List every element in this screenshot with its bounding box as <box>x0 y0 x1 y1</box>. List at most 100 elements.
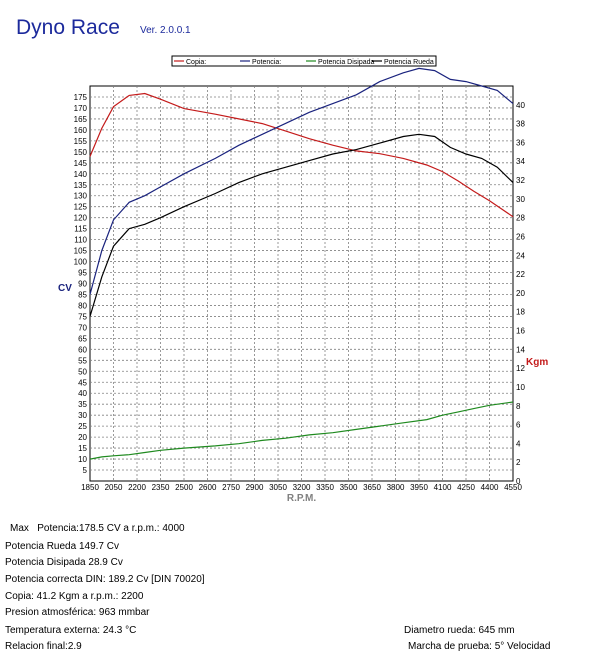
y-left-tick-label: 25 <box>78 422 87 431</box>
x-tick-label: 2350 <box>152 483 170 492</box>
series-line-2 <box>89 401 514 460</box>
potencia-disipada-text: Potencia Disipada 28.9 Cv <box>5 557 123 568</box>
max-label: Max <box>10 523 29 534</box>
x-tick-label: 4550 <box>504 483 522 492</box>
y-left-tick-label: 110 <box>74 236 87 245</box>
copia-text: Copia: 41.2 Kgm a r.p.m.: 2200 <box>5 591 144 602</box>
potencia-rueda-text: Potencia Rueda 149.7 Cv <box>5 541 119 552</box>
y-right-tick-label: 4 <box>516 439 521 448</box>
y-right-tick-label: 20 <box>516 289 525 298</box>
y-left-tick-label: 40 <box>78 389 87 398</box>
y-left-tick-label: 170 <box>74 104 88 113</box>
y-left-tick-label: 85 <box>78 290 87 299</box>
y-left-tick-label: 75 <box>78 312 87 321</box>
y-left-tick-label: 5 <box>83 466 88 475</box>
y-left-tick-label: 65 <box>78 334 87 343</box>
y-left-tick-label: 60 <box>78 345 87 354</box>
x-tick-label: 2200 <box>128 483 146 492</box>
x-tick-label: 3950 <box>410 483 428 492</box>
y-left-tick-label: 45 <box>78 378 87 387</box>
presion-text: Presion atmosférica: 963 mmbar <box>5 607 150 618</box>
y-left-axis-label: CV <box>58 283 72 294</box>
y-left-tick-label: 145 <box>74 159 88 168</box>
y-right-tick-label: 34 <box>516 157 525 166</box>
x-tick-label: 3350 <box>316 483 334 492</box>
y-left-tick-label: 100 <box>74 258 88 267</box>
y-left-tick-label: 175 <box>74 93 88 102</box>
app-title: Dyno Race <box>16 16 120 39</box>
y-right-tick-label: 38 <box>516 120 525 129</box>
y-left-tick-label: 10 <box>78 455 87 464</box>
y-right-tick-label: 16 <box>516 327 525 336</box>
y-left-tick-label: 95 <box>78 269 87 278</box>
y-right-tick-label: 36 <box>516 138 525 147</box>
x-tick-label: 3050 <box>269 483 287 492</box>
legend-label: Potencia Disipada <box>318 59 375 66</box>
potencia-din-text: Potencia correcta DIN: 189.2 Cv [DIN 700… <box>5 574 205 585</box>
x-tick-label: 3500 <box>340 483 358 492</box>
y-left-tick-label: 120 <box>74 214 88 223</box>
y-right-tick-label: 18 <box>516 308 525 317</box>
x-tick-label: 2900 <box>246 483 264 492</box>
x-axis-label: R.P.M. <box>287 493 316 504</box>
y-left-tick-label: 15 <box>78 444 87 453</box>
max-value: Potencia:178.5 CV a r.p.m.: 4000 <box>37 523 185 534</box>
y-right-tick-label: 24 <box>516 251 525 260</box>
y-left-tick-label: 150 <box>74 148 88 157</box>
x-tick-label: 2600 <box>199 483 217 492</box>
y-right-tick-label: 14 <box>516 345 525 354</box>
series-line-3 <box>89 133 514 317</box>
y-left-tick-label: 155 <box>74 137 88 146</box>
x-tick-label: 4100 <box>434 483 452 492</box>
y-left-tick-label: 50 <box>78 367 87 376</box>
y-right-tick-label: 10 <box>516 383 525 392</box>
y-left-tick-label: 130 <box>74 192 88 201</box>
x-tick-label: 2050 <box>105 483 123 492</box>
y-right-tick-label: 6 <box>516 421 521 430</box>
y-right-tick-label: 30 <box>516 195 525 204</box>
max-line: Max Potencia:178.5 CV a r.p.m.: 4000 <box>10 523 185 534</box>
series-line-0 <box>89 92 514 218</box>
x-tick-label: 2500 <box>175 483 193 492</box>
x-tick-label: 4250 <box>457 483 475 492</box>
y-right-tick-label: 12 <box>516 364 525 373</box>
y-right-tick-label: 22 <box>516 270 525 279</box>
y-left-tick-label: 105 <box>74 247 88 256</box>
y-left-tick-label: 90 <box>78 280 87 289</box>
y-right-tick-label: 32 <box>516 176 525 185</box>
relacion-text: Relacion final:2.9 <box>5 641 82 652</box>
y-left-tick-label: 140 <box>74 170 88 179</box>
y-left-tick-label: 20 <box>78 433 87 442</box>
y-left-tick-label: 30 <box>78 411 87 420</box>
legend-label: Potencia Rueda <box>384 59 434 66</box>
y-left-tick-label: 115 <box>74 225 87 234</box>
diametro-text: Diametro rueda: 645 mm <box>404 625 515 636</box>
legend-box <box>171 55 437 67</box>
y-left-tick-label: 80 <box>78 301 87 310</box>
y-left-tick-label: 55 <box>78 356 87 365</box>
y-right-tick-label: 0 <box>516 477 521 486</box>
x-tick-label: 1850 <box>81 483 99 492</box>
y-left-tick-label: 125 <box>74 203 88 212</box>
x-tick-label: 3650 <box>363 483 381 492</box>
y-left-tick-label: 160 <box>74 126 88 135</box>
marcha-text: Marcha de prueba: 5° Velocidad <box>408 641 551 652</box>
y-left-tick-label: 165 <box>74 115 88 124</box>
y-right-tick-label: 2 <box>516 458 521 467</box>
y-right-tick-label: 8 <box>516 402 521 411</box>
y-right-axis-label: Kgm <box>526 357 548 368</box>
temperatura-text: Temperatura externa: 24.3 °C <box>5 625 137 636</box>
y-left-tick-label: 35 <box>78 400 87 409</box>
y-right-tick-label: 40 <box>516 101 525 110</box>
x-tick-label: 2750 <box>222 483 240 492</box>
y-right-tick-label: 26 <box>516 232 525 241</box>
x-tick-label: 4400 <box>481 483 499 492</box>
y-left-tick-label: 135 <box>74 181 88 190</box>
series-line-1 <box>89 67 514 295</box>
y-left-tick-label: 70 <box>78 323 87 332</box>
dyno-chart: 1850 2050 2200 2350 2500 2600 2750 2900 3050 3200… <box>58 55 548 504</box>
legend-label: Potencia: <box>252 59 281 66</box>
app-version: Ver. 2.0.0.1 <box>140 25 191 36</box>
x-tick-label: 3800 <box>387 483 405 492</box>
y-right-tick-label: 28 <box>516 214 525 223</box>
